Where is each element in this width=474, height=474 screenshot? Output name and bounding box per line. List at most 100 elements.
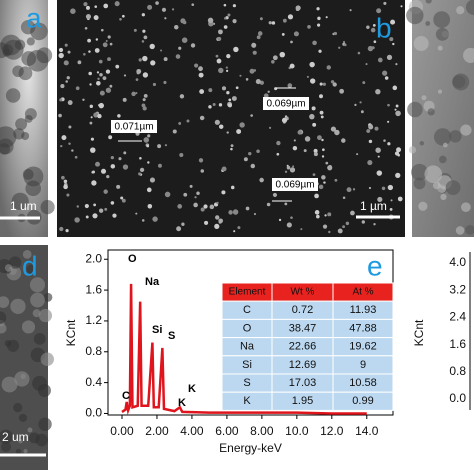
grain [427,108,435,116]
grain [38,308,53,323]
particle [312,122,317,127]
particle [394,108,397,111]
peak-label: O [128,253,137,265]
grain [40,352,54,366]
particle [218,67,224,74]
y-tick-label: 2.4 [449,310,466,324]
particle [268,21,272,25]
particle [339,88,345,94]
particle [218,220,222,224]
spectrum-line [121,283,367,416]
particle [394,151,400,156]
particle [135,78,139,81]
particle [133,28,137,32]
panel-b-image [57,0,405,237]
particle [290,40,293,44]
particle [181,222,185,226]
particle [350,210,355,216]
particle [67,100,73,106]
particle [141,13,145,17]
grain [413,177,426,190]
particle [89,121,93,125]
particle [321,175,326,180]
y-tick-label: 1.6 [85,282,102,296]
particle [146,144,150,148]
grain [432,181,441,190]
particle [98,208,104,213]
particle [82,98,85,102]
particle [383,1,387,5]
grain [425,21,431,26]
x-tick-label: 8.00 [250,424,274,438]
particle [138,58,142,62]
particle [250,114,253,117]
table-text: 0.72 [292,304,313,316]
particle [338,46,341,49]
particle [334,129,340,136]
particle [263,93,269,99]
particle [272,192,278,197]
particle [178,122,182,125]
particle [68,142,71,145]
grain [4,264,13,272]
particle [60,144,63,148]
grain [421,95,427,101]
grain [440,193,447,201]
grain [25,180,41,197]
particle [354,103,357,107]
particle [143,137,150,143]
particle [255,78,261,85]
grain [433,11,451,28]
measurements: 0.069µm 0.071µm 0.069µm [111,87,318,202]
grain [0,42,10,59]
particle [103,189,108,194]
particle [117,114,121,118]
table-text: 38.47 [289,322,317,334]
particle [207,17,214,24]
peak-label: C [122,390,130,402]
grain [437,89,443,94]
grain [435,27,449,41]
particle [368,186,372,190]
grain [26,264,36,275]
particle [245,78,249,81]
particle [212,103,216,106]
y-tick-label: 1.2 [85,313,102,327]
particle [309,61,315,68]
y-tick-label: 0.8 [85,344,102,358]
grain [35,433,49,447]
particle [200,207,205,212]
particle [223,25,228,29]
y-tick-label: 3.2 [449,282,466,296]
particle [65,229,69,233]
measure-box [111,120,157,133]
particle [105,69,111,74]
particle [93,112,99,118]
particle [284,170,288,173]
particle [204,220,209,225]
particle [59,226,64,232]
particle [395,110,401,117]
particle [174,24,179,30]
particle [164,17,167,20]
grain [433,128,452,146]
particle [373,223,376,226]
particle [90,137,94,141]
x-tick-label: 10.0 [285,424,309,438]
particle [109,42,113,46]
particle [325,16,328,19]
particle [216,201,219,205]
particle [232,4,237,8]
particle [370,27,376,33]
particle [360,110,364,114]
particle [92,213,98,219]
particle [179,152,184,158]
grain [460,124,472,136]
particle [295,7,300,12]
particle [367,45,374,52]
particle [318,49,322,53]
particle [321,138,324,142]
grain [21,51,37,66]
y-axis-title: KCnt [412,319,426,346]
particle [189,184,193,188]
